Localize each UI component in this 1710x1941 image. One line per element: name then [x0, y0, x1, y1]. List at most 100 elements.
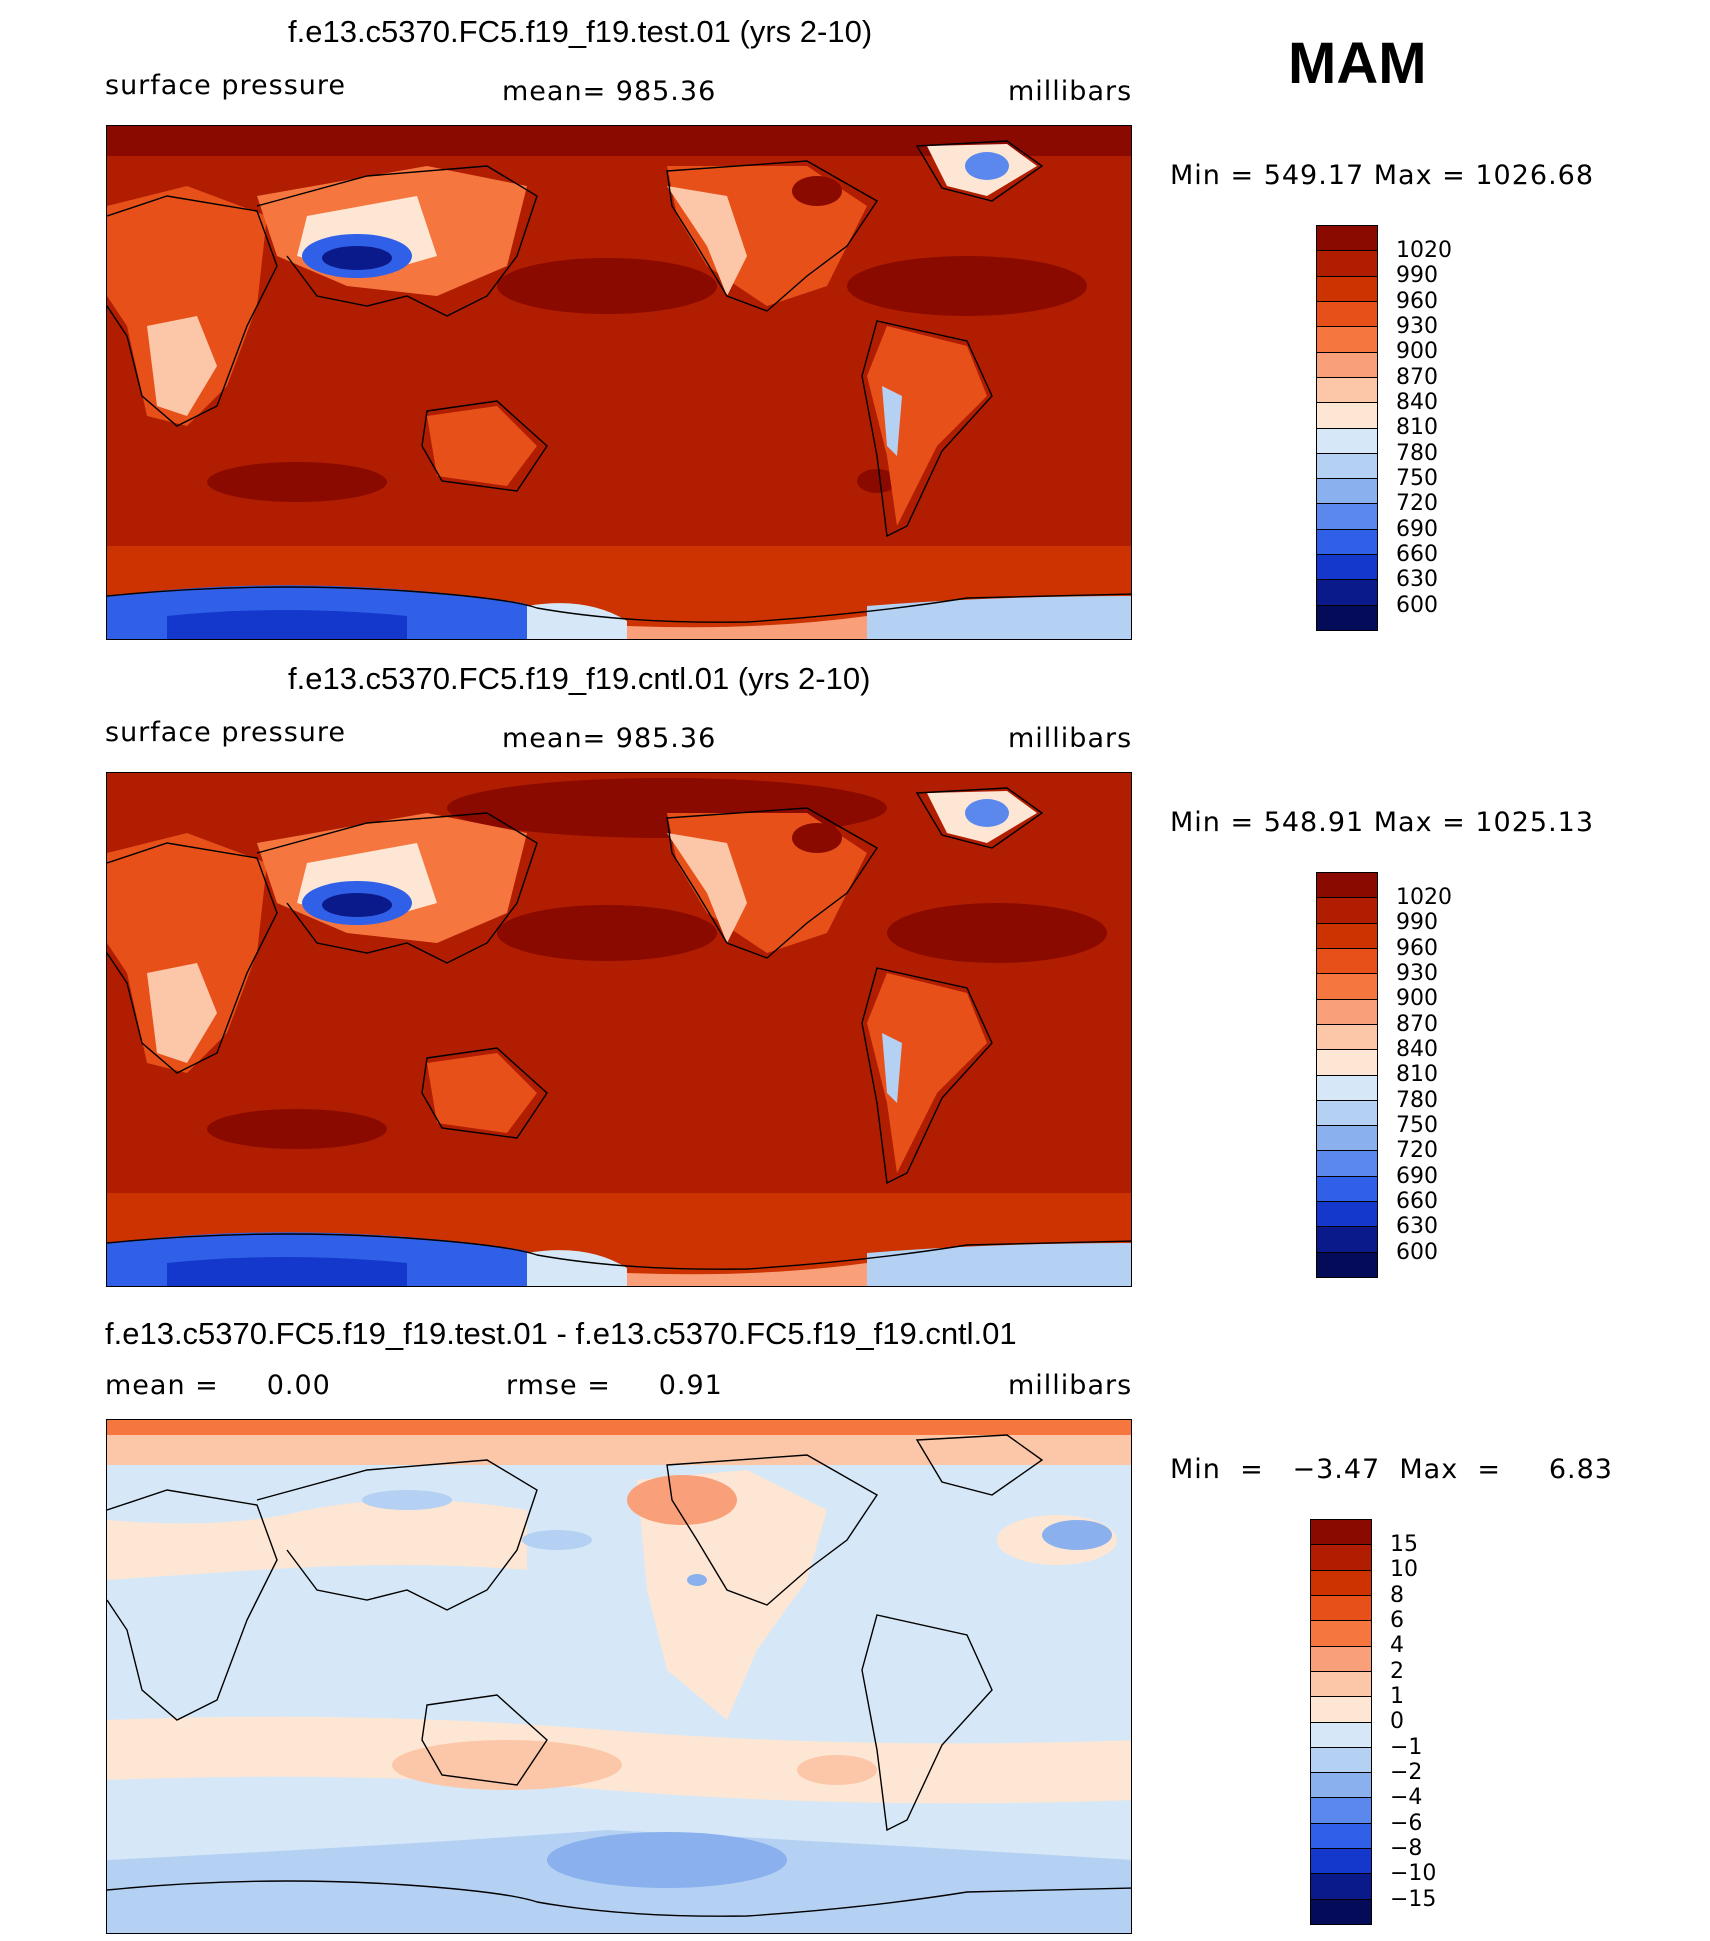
cb2-label: 720: [1396, 1138, 1438, 1163]
cb2-swatch: [1317, 1024, 1377, 1051]
panel-2-variable: surface pressure: [105, 717, 346, 748]
cb2-swatch: [1317, 974, 1377, 1000]
cb1-swatch: [1317, 352, 1377, 378]
cb3-label: −2: [1390, 1760, 1423, 1785]
cb1-swatch: [1317, 403, 1377, 429]
cb3-label: 8: [1390, 1583, 1404, 1608]
cb3-swatch: [1311, 1773, 1371, 1799]
cb1-label: 600: [1396, 593, 1438, 618]
cb1-label: 630: [1396, 567, 1438, 592]
cb3-label: 15: [1390, 1532, 1418, 1557]
panel-2-minmax: Min = 548.91 Max = 1025.13: [1170, 807, 1595, 838]
panel-2-colorbar: 1020 990 960 930 900 870 840 810 780 750…: [1316, 872, 1466, 1278]
panel-3-units: millibars: [1008, 1370, 1133, 1401]
cb3-label: −4: [1390, 1785, 1423, 1810]
panel-1-colorbar: 1020 990 960 930 900 870 840 810 780 750…: [1316, 225, 1466, 631]
cb3-label: −1: [1390, 1735, 1423, 1760]
cb1-swatch: [1317, 251, 1377, 277]
panel-2-units: millibars: [1008, 723, 1133, 754]
panel-1-units: millibars: [1008, 76, 1133, 107]
cb1-swatch: [1317, 226, 1377, 252]
cb2-swatch: [1317, 1227, 1377, 1253]
panel-2-title: f.e13.c5370.FC5.f19_f19.cntl.01 (yrs 2-1…: [288, 661, 871, 696]
panel-3-colorbar-swatches: [1310, 1519, 1372, 1925]
cb2-label: 750: [1396, 1113, 1438, 1138]
cb1-label: 660: [1396, 542, 1438, 567]
cb1-label: 810: [1396, 415, 1438, 440]
cb2-label: 600: [1396, 1240, 1438, 1265]
cb3-swatch: [1311, 1570, 1371, 1596]
cb1-swatch: [1317, 327, 1377, 353]
cb3-label: 2: [1390, 1659, 1404, 1684]
cb2-label: 990: [1396, 910, 1438, 935]
panel-1-map: [106, 125, 1132, 640]
cb1-label: 960: [1396, 289, 1438, 314]
cb3-swatch: [1311, 1747, 1371, 1774]
cb3-swatch: [1311, 1798, 1371, 1824]
panel-1-minmax: Min = 549.17 Max = 1026.68: [1170, 160, 1595, 191]
panel-1-title: f.e13.c5370.FC5.f19_f19.test.01 (yrs 2-1…: [288, 14, 873, 49]
panel-3-rmse: rmse = 0.91: [506, 1370, 723, 1401]
cb3-swatch: [1311, 1697, 1371, 1723]
cb1-label: 780: [1396, 441, 1438, 466]
cb2-swatch: [1317, 923, 1377, 949]
cb1-swatch: [1317, 428, 1377, 454]
cb1-label: 990: [1396, 263, 1438, 288]
cb2-label: 840: [1396, 1037, 1438, 1062]
cb2-label: 1020: [1396, 885, 1452, 910]
cb1-label: 720: [1396, 491, 1438, 516]
cb3-label: −6: [1390, 1811, 1423, 1836]
cb3-swatch: [1311, 1545, 1371, 1571]
cb1-swatch: [1317, 276, 1377, 302]
cb2-label: 660: [1396, 1189, 1438, 1214]
cb3-swatch: [1311, 1646, 1371, 1672]
cb2-swatch: [1317, 948, 1377, 975]
panel-1-variable: surface pressure: [105, 70, 346, 101]
panel-1-mean: mean= 985.36: [502, 76, 717, 107]
cb2-swatch: [1317, 1202, 1377, 1228]
panel-3-colorbar: 15 10 8 6 4 2 1 0 −1 −2 −4 −6 −8 −10 −15: [1310, 1519, 1460, 1925]
cb2-label: 960: [1396, 936, 1438, 961]
cb2-label: 630: [1396, 1214, 1438, 1239]
cb2-swatch: [1317, 873, 1377, 899]
cb3-label: −8: [1390, 1836, 1423, 1861]
cb1-swatch: [1317, 453, 1377, 480]
cb3-swatch: [1311, 1520, 1371, 1546]
cb1-label: 930: [1396, 314, 1438, 339]
cb3-swatch: [1311, 1899, 1371, 1924]
cb3-swatch: [1311, 1621, 1371, 1647]
panel-2-colorbar-swatches: [1316, 872, 1378, 1278]
cb3-swatch: [1311, 1595, 1371, 1622]
panel-2-map: [106, 772, 1132, 1287]
cb1-swatch: [1317, 377, 1377, 404]
cb3-label: 10: [1390, 1557, 1418, 1582]
cb2-swatch: [1317, 999, 1377, 1025]
panel-2-mean: mean= 985.36: [502, 723, 717, 754]
cb3-label: 4: [1390, 1633, 1404, 1658]
cb3-label: −10: [1390, 1861, 1437, 1886]
cb1-swatch: [1317, 529, 1377, 556]
cb2-swatch: [1317, 1126, 1377, 1152]
panel-3-minmax: Min = −3.47 Max = 6.83: [1170, 1454, 1613, 1485]
cb1-label: 750: [1396, 466, 1438, 491]
cb2-label: 810: [1396, 1062, 1438, 1087]
cb2-label: 870: [1396, 1012, 1438, 1037]
cb2-swatch: [1317, 1252, 1377, 1277]
cb2-swatch: [1317, 1075, 1377, 1101]
cb2-label: 690: [1396, 1164, 1438, 1189]
panel-3-map: [106, 1419, 1132, 1934]
cb3-label: 1: [1390, 1684, 1404, 1709]
cb3-swatch: [1311, 1849, 1371, 1875]
cb2-swatch: [1317, 1100, 1377, 1127]
cb3-swatch: [1311, 1671, 1371, 1698]
cb1-swatch: [1317, 301, 1377, 328]
panel-3-title: f.e13.c5370.FC5.f19_f19.test.01 - f.e13.…: [105, 1316, 1017, 1351]
cb2-swatch: [1317, 1176, 1377, 1203]
cb2-swatch: [1317, 1151, 1377, 1177]
panel-3-mean: mean = 0.00: [105, 1370, 331, 1401]
cb3-swatch: [1311, 1823, 1371, 1850]
cb3-label: 6: [1390, 1608, 1404, 1633]
cb2-label: 900: [1396, 986, 1438, 1011]
cb1-swatch: [1317, 555, 1377, 581]
cb3-swatch: [1311, 1874, 1371, 1900]
